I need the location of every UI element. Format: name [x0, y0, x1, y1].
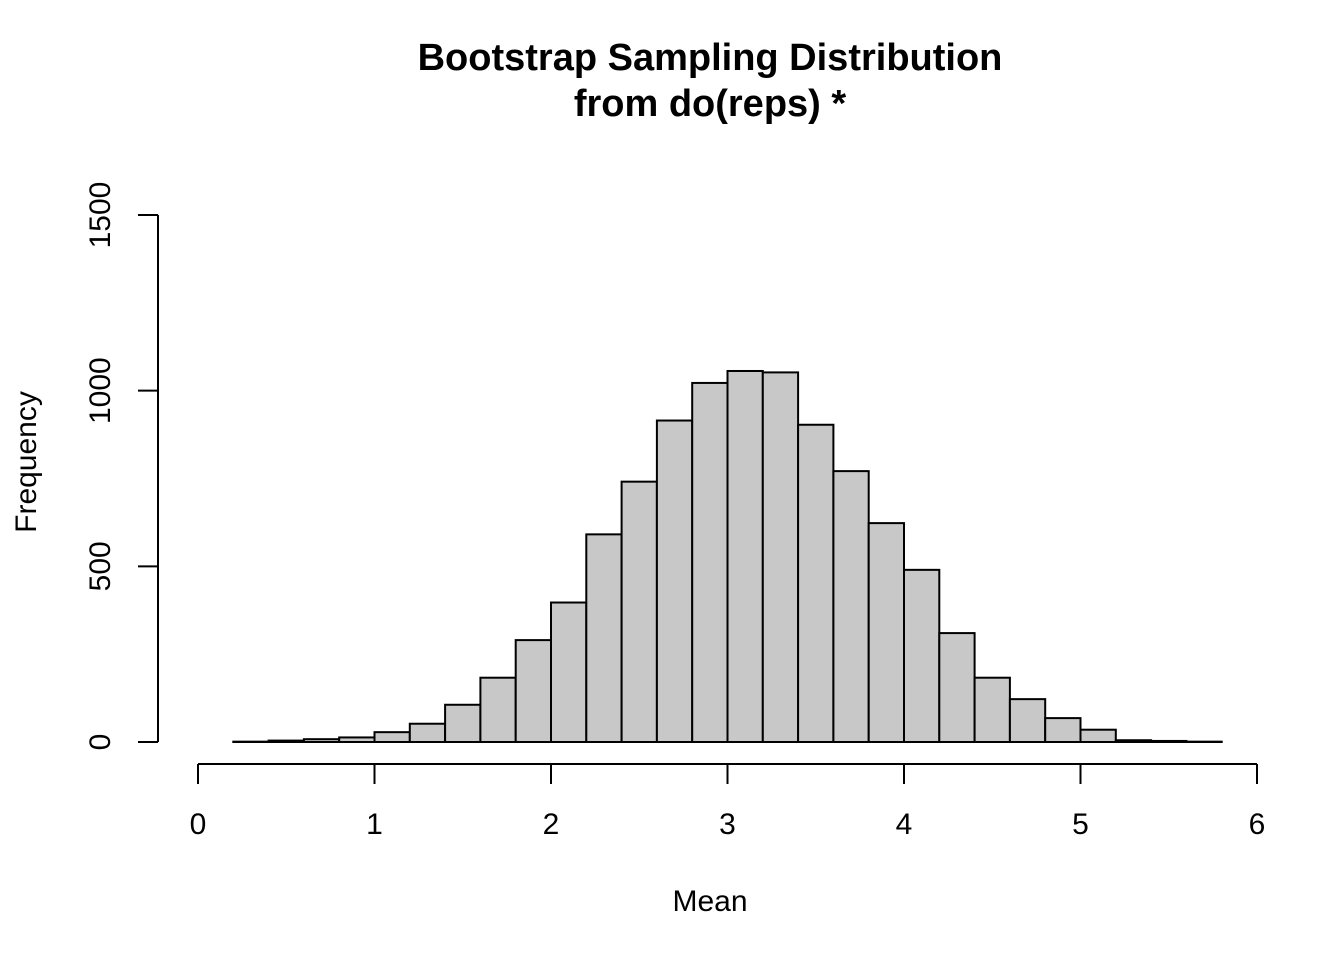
x-tick-label: 2: [543, 808, 560, 841]
histogram-bar: [479, 676, 517, 744]
y-tick-label: 1000: [84, 357, 117, 424]
histogram-bar: [514, 639, 553, 743]
histogram-bar: [1008, 698, 1047, 744]
x-tick-label: 6: [1249, 808, 1266, 841]
histogram-bar: [903, 568, 941, 743]
histogram-bar: [655, 419, 694, 743]
histogram-bar: [1150, 739, 1188, 744]
histogram-bar: [338, 736, 376, 743]
x-tick-label: 4: [896, 808, 913, 841]
histogram-bar: [1079, 728, 1117, 744]
histogram-bar: [973, 676, 1011, 744]
chart-subtitle: from do(reps) *: [574, 83, 847, 125]
histogram-bar: [267, 739, 305, 744]
histogram-bar: [832, 470, 870, 743]
histogram-bar: [620, 480, 658, 743]
histogram-bar: [550, 601, 588, 744]
histogram-bar: [867, 522, 906, 743]
x-axis-label: Mean: [672, 885, 747, 918]
histogram-bar: [691, 381, 729, 743]
y-axis-label: Frequency: [10, 391, 43, 533]
x-tick-label: 3: [719, 808, 736, 841]
histogram-bar: [302, 738, 341, 744]
x-tick-label: 0: [190, 808, 207, 841]
histogram-bars: [232, 369, 1223, 744]
x-tick-label: 5: [1072, 808, 1089, 841]
histogram-bar: [938, 632, 976, 744]
histogram-bar: [585, 533, 623, 743]
histogram-bar: [1114, 739, 1153, 743]
histogram-bar: [444, 703, 482, 744]
histogram-bar: [726, 369, 764, 743]
histogram-bar: [1044, 717, 1082, 743]
histogram-bar: [797, 423, 835, 743]
x-tick-label: 1: [366, 808, 383, 841]
y-tick-label: 0: [84, 734, 117, 751]
histogram-bar: [373, 731, 411, 743]
histogram-bar: [408, 722, 447, 743]
y-tick-label: 500: [84, 541, 117, 591]
x-axis: 0 1 2 3 4 5 6: [190, 763, 1266, 841]
y-tick-label: 1500: [84, 182, 117, 249]
y-axis: 0 500 1000 1500: [84, 182, 159, 751]
chart-title: Bootstrap Sampling Distribution: [418, 37, 1003, 79]
histogram-bar: [761, 371, 800, 743]
